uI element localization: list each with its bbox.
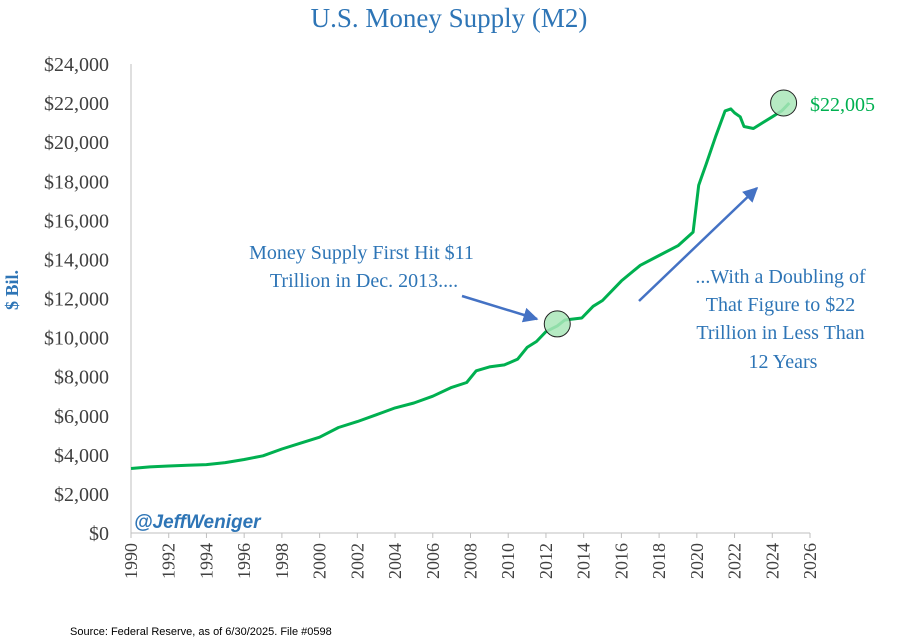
- x-tick-label: 2008: [461, 543, 481, 579]
- right-annotation-line-2: That Figure to $22: [706, 294, 855, 316]
- y-tick-label: $10,000: [44, 328, 109, 350]
- x-tick-label: 2000: [310, 543, 330, 579]
- y-axis-label: $ Bil.: [2, 270, 22, 310]
- y-tick-label: $4,000: [54, 445, 109, 467]
- highlight-circles: [543, 89, 798, 338]
- right-annotation-line-3: Trillion in Less Than: [696, 322, 864, 344]
- highlight-circle: [543, 310, 571, 338]
- x-tick-label: 2014: [574, 543, 594, 579]
- m2-series-line: [130, 101, 791, 470]
- x-tick-label: 1996: [234, 543, 254, 579]
- x-axis-ticks: 1990 1992 1994 1996 1998 2000 2002 2004 2006 2008…: [121, 533, 820, 579]
- left-annotation: Money Supply First Hit $11 Trillion in D…: [249, 242, 479, 292]
- y-tick-label: $2,000: [54, 484, 109, 506]
- x-tick-label: 2022: [725, 543, 745, 579]
- y-axis-ticks: $0 $2,000 $4,000 $6,000 $8,000 $10,000 $12,000…: [44, 54, 109, 545]
- x-tick-label: 2010: [498, 543, 518, 579]
- x-tick-label: 2006: [423, 543, 443, 579]
- x-tick-label: 2026: [800, 543, 820, 579]
- y-tick-label: $0: [89, 523, 109, 545]
- x-tick-label: 1990: [121, 543, 141, 579]
- x-tick-label: 2002: [347, 543, 367, 579]
- y-tick-label: $22,000: [44, 93, 109, 115]
- end-value-label: $22,005: [810, 94, 875, 116]
- right-annotation-arrow: [638, 186, 759, 302]
- x-tick-label: 2016: [611, 543, 631, 579]
- x-tick-label: 1998: [272, 543, 292, 579]
- author-handle: @JeffWeniger: [134, 512, 262, 533]
- y-tick-label: $16,000: [44, 210, 109, 232]
- y-tick-label: $12,000: [44, 289, 109, 311]
- x-tick-label: 2004: [385, 543, 405, 579]
- left-annotation-line-1: Money Supply First Hit $11: [249, 242, 474, 264]
- source-note: Source: Federal Reserve, as of 6/30/2025…: [70, 626, 332, 638]
- x-tick-label: 2018: [649, 543, 669, 579]
- y-tick-label: $20,000: [44, 132, 109, 154]
- right-annotation-line-4: 12 Years: [749, 351, 818, 373]
- y-tick-label: $14,000: [44, 249, 109, 271]
- x-tick-label: 1994: [196, 543, 216, 579]
- y-tick-label: $8,000: [54, 367, 109, 389]
- y-tick-label: $24,000: [44, 54, 109, 76]
- left-annotation-arrow: [461, 294, 539, 323]
- left-annotation-line-2: Trillion in Dec. 2013....: [270, 270, 458, 292]
- highlight-circle: [770, 89, 798, 117]
- chart-title: U.S. Money Supply (M2): [311, 3, 588, 33]
- right-annotation: ...With a Doubling of That Figure to $22…: [695, 266, 870, 373]
- y-tick-label: $18,000: [44, 171, 109, 193]
- x-tick-label: 1992: [159, 543, 179, 579]
- x-tick-label: 2024: [762, 543, 782, 579]
- x-tick-label: 2020: [687, 543, 707, 579]
- right-annotation-line-1: ...With a Doubling of: [695, 266, 866, 288]
- y-tick-label: $6,000: [54, 406, 109, 428]
- x-tick-label: 2012: [536, 543, 556, 579]
